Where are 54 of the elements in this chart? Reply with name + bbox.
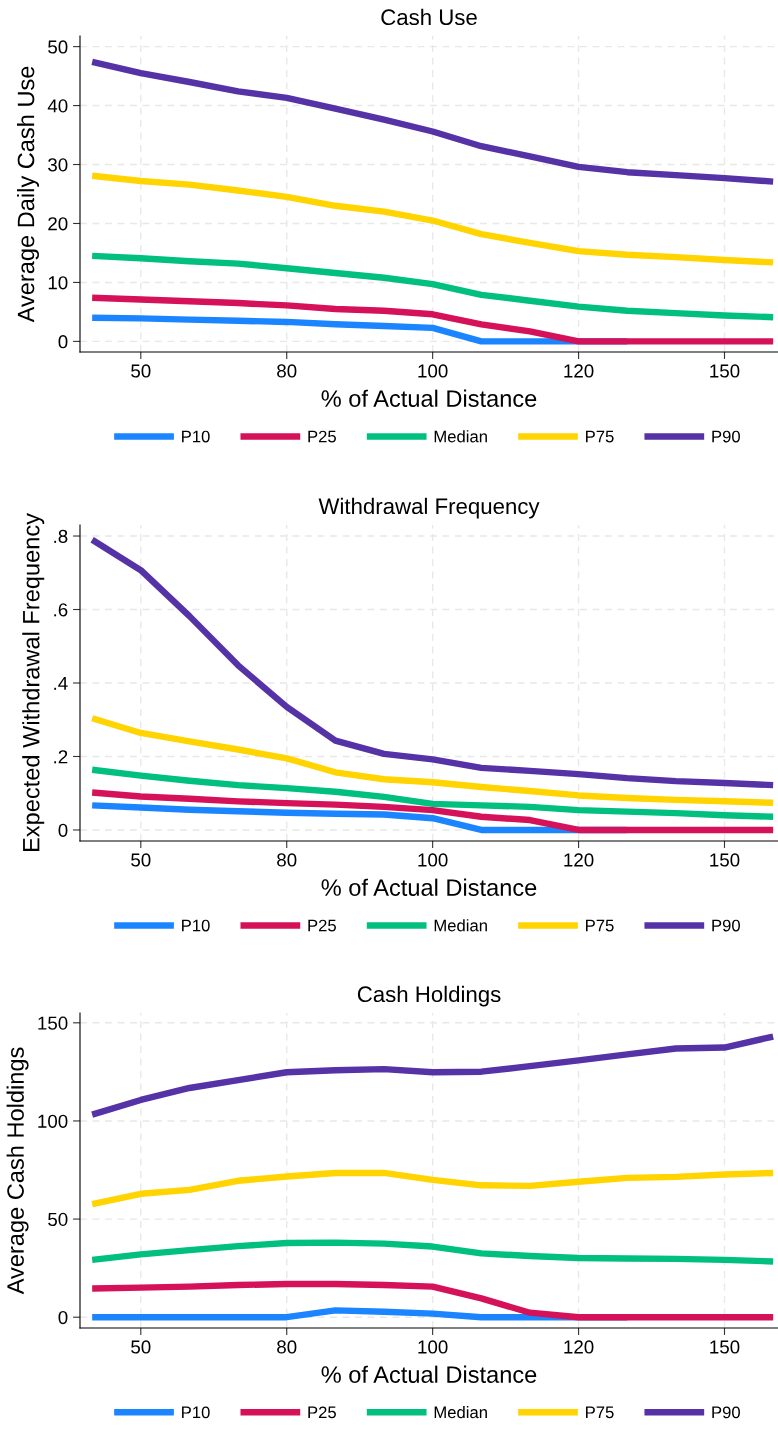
x-tick-label: 80 bbox=[277, 364, 297, 378]
legend-label: P90 bbox=[712, 430, 740, 443]
chart-title: Withdrawal Frequency bbox=[318, 497, 540, 519]
legend-label: P75 bbox=[586, 430, 614, 443]
legend-label: Median bbox=[434, 1406, 487, 1419]
x-axis-title: % of Actual Distance bbox=[321, 1365, 537, 1383]
x-tick-label: 100 bbox=[418, 1340, 448, 1354]
x-tick-label: 150 bbox=[710, 1340, 740, 1354]
x-tick-label: 150 bbox=[710, 364, 740, 378]
y-tick-label: .4 bbox=[54, 676, 68, 690]
y-tick-label: 0 bbox=[58, 823, 68, 837]
y-tick-label: 150 bbox=[38, 1016, 68, 1030]
x-tick-label: 50 bbox=[131, 364, 151, 378]
y-axis-title: Average Daily Cash Use bbox=[17, 66, 40, 323]
y-tick-label: 50 bbox=[48, 1212, 68, 1227]
x-tick-label: 120 bbox=[564, 1340, 594, 1354]
y-tick-label: .2 bbox=[54, 750, 68, 764]
y-tick-label: 0 bbox=[58, 335, 68, 349]
x-axis-title: % of Actual Distance bbox=[321, 878, 537, 896]
x-tick-label: 150 bbox=[710, 853, 740, 867]
legend-label: P90 bbox=[712, 919, 740, 932]
legend-label: P10 bbox=[182, 1406, 210, 1419]
legend-label: P25 bbox=[308, 919, 336, 932]
x-tick-label: 80 bbox=[277, 853, 297, 867]
chart-title: Cash Holdings bbox=[357, 985, 501, 1007]
legend-label: P75 bbox=[586, 919, 614, 932]
legend-label: P10 bbox=[182, 919, 210, 932]
x-tick-label: 50 bbox=[131, 1340, 151, 1354]
x-tick-label: 100 bbox=[418, 364, 448, 378]
legend-label: P90 bbox=[712, 1406, 740, 1419]
y-tick-label: 40 bbox=[47, 99, 68, 113]
y-axis-title: Expected Withdrawal Frequency bbox=[22, 513, 45, 851]
x-tick-label: 120 bbox=[564, 853, 594, 867]
legend-label: P10 bbox=[182, 430, 210, 443]
y-tick-label: 20 bbox=[48, 217, 68, 231]
legend-label: Median bbox=[434, 430, 487, 443]
y-tick-label: 0 bbox=[58, 1310, 68, 1325]
x-axis-title: % of Actual Distance bbox=[321, 389, 537, 407]
x-tick-label: 80 bbox=[277, 1340, 297, 1354]
legend-label: Median bbox=[434, 919, 487, 932]
legend-label: P75 bbox=[586, 1406, 614, 1419]
y-tick-label: .6 bbox=[54, 603, 68, 617]
y-tick-label: .8 bbox=[54, 529, 68, 543]
legend-label: P25 bbox=[308, 430, 336, 443]
y-tick-label: 50 bbox=[48, 40, 68, 54]
y-tick-label: 100 bbox=[38, 1114, 68, 1128]
x-tick-label: 50 bbox=[131, 853, 151, 867]
y-tick-label: 30 bbox=[48, 158, 68, 172]
y-tick-label: 10 bbox=[48, 276, 68, 290]
legend-label: P25 bbox=[308, 1406, 336, 1419]
x-tick-label: 120 bbox=[564, 364, 594, 378]
chart-title: Cash Use bbox=[381, 8, 477, 26]
x-tick-label: 100 bbox=[418, 853, 448, 867]
y-axis-title: Average Cash Holdings bbox=[6, 1047, 29, 1295]
